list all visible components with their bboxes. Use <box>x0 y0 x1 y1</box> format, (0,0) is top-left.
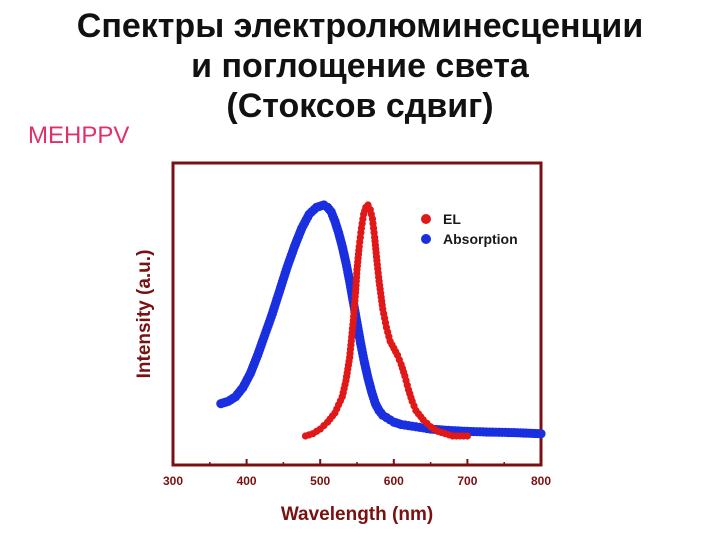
material-label: MEHPPV <box>28 122 130 149</box>
legend: EL Absorption <box>421 211 518 247</box>
title-line-1: Спектры электролюминесценции <box>76 7 644 45</box>
x-tick-label: 500 <box>310 474 330 488</box>
title-line-3: (Стоксов сдвиг) <box>226 87 494 125</box>
legend-marker-el <box>421 214 431 224</box>
series-el <box>301 201 471 440</box>
data-point <box>463 432 471 440</box>
x-ticks: 300 400 500 600 700 800 <box>163 459 551 488</box>
x-tick-label: 700 <box>457 474 477 488</box>
data-point <box>536 429 546 439</box>
legend-label-el: EL <box>443 211 461 227</box>
x-tick-label: 800 <box>531 474 551 488</box>
x-axis-label: Wavelength (nm) <box>281 504 433 525</box>
title-line-2: и поглощение света <box>191 47 529 85</box>
legend-marker-absorption <box>421 234 431 244</box>
slide-title: Спектры электролюминесценции и поглощени… <box>0 6 720 126</box>
x-tick-label: 400 <box>237 474 257 488</box>
y-axis-label: Intensity (a.u.) <box>134 250 155 379</box>
x-tick-label: 600 <box>384 474 404 488</box>
series-layer <box>216 200 546 440</box>
legend-label-absorption: Absorption <box>443 231 518 247</box>
x-tick-label: 300 <box>163 474 183 488</box>
